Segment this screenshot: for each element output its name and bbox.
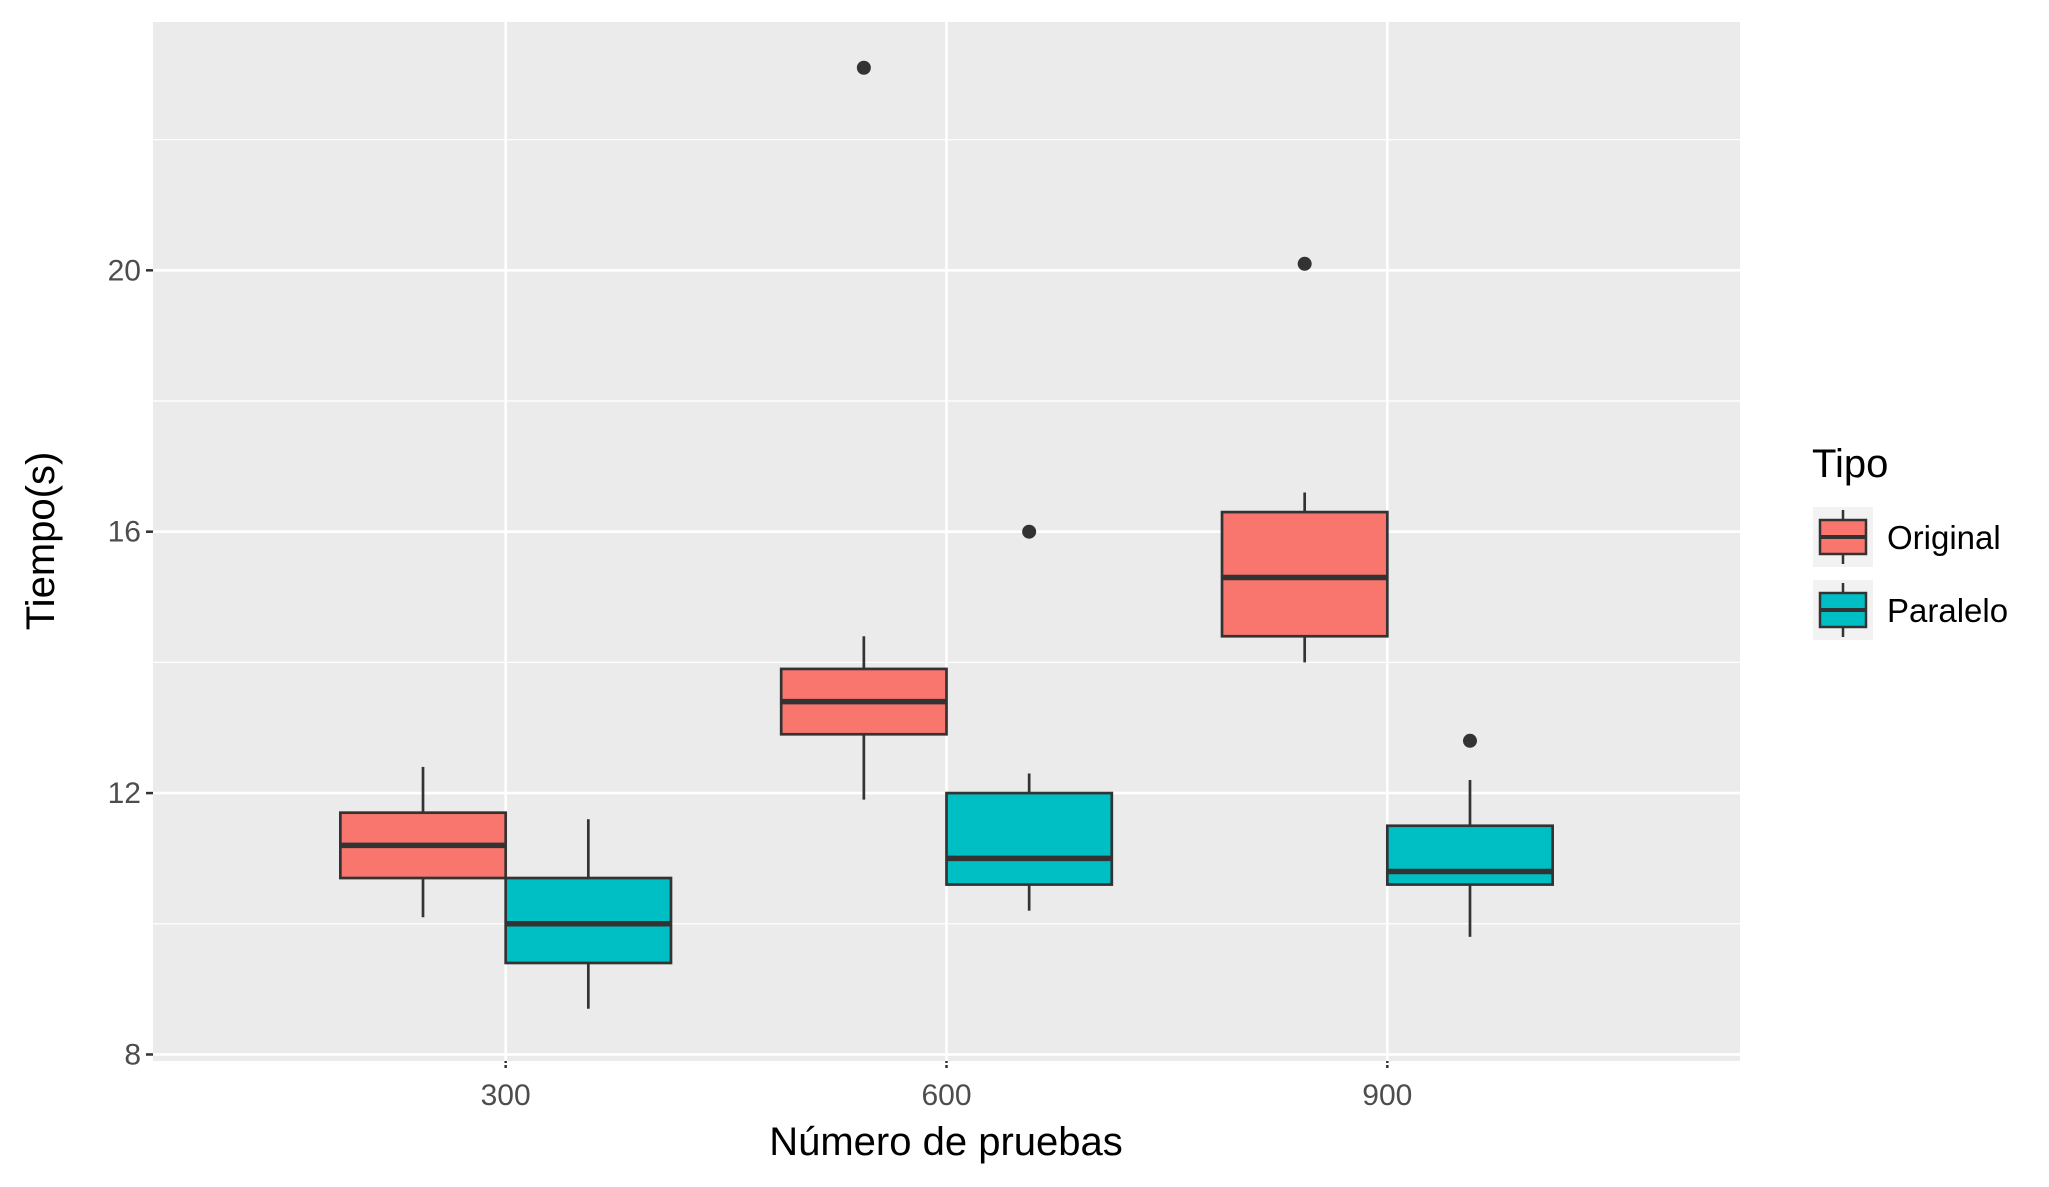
box-iqr (504, 876, 673, 965)
y-tick-label: 12 (108, 777, 141, 810)
box-iqr (945, 791, 1114, 886)
outlier-point (1462, 733, 1477, 748)
y-tick-label: 16 (108, 516, 141, 549)
legend-label: Original (1887, 519, 2001, 556)
y-tick-label: 20 (108, 254, 141, 287)
y-axis-title: Tiempo(s) (19, 452, 63, 631)
outlier-point (1297, 256, 1312, 271)
box-iqr (1385, 824, 1554, 886)
boxplot-original-300 (339, 766, 508, 918)
x-axis-title: Número de pruebas (769, 1120, 1123, 1164)
boxplot-paralelo-900 (1385, 733, 1554, 937)
box-iqr (1220, 510, 1389, 638)
legend-key-original: Original (1813, 507, 2001, 567)
x-tick-label: 900 (1362, 1079, 1412, 1112)
legend: Tipo Original Paralelo (1812, 442, 2008, 640)
boxplot-paralelo-300 (504, 819, 673, 1009)
y-tick-label: 8 (124, 1038, 141, 1071)
outlier-point (1022, 524, 1037, 539)
boxplot-original-900 (1220, 256, 1389, 663)
x-axis: 300 600 900 (153, 1061, 1740, 1112)
boxplot-paralelo-600 (945, 524, 1114, 911)
outlier-point (856, 60, 871, 75)
boxplot-original-600 (779, 60, 948, 800)
y-axis: 8 12 16 20 (108, 254, 153, 1071)
legend-label: Paralelo (1887, 592, 2008, 629)
legend-title: Tipo (1812, 442, 1888, 486)
box-layer (339, 60, 1554, 1009)
x-tick-label: 600 (921, 1079, 971, 1112)
legend-keys: Original Paralelo (1813, 507, 2008, 640)
legend-key-paralelo: Paralelo (1813, 580, 2008, 640)
x-tick-label: 300 (481, 1079, 531, 1112)
